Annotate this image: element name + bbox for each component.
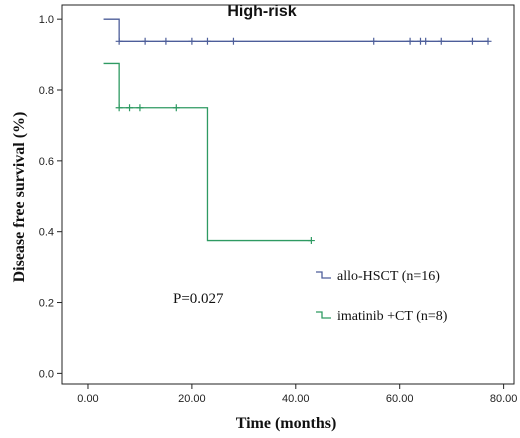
censor-mark <box>162 37 170 45</box>
y-tick-label: 1.0 <box>39 14 54 26</box>
censor-mark <box>126 104 134 112</box>
censor-mark <box>406 37 414 45</box>
x-tick-label: 40.00 <box>282 393 310 405</box>
x-tick-label: 60.00 <box>386 393 414 405</box>
x-tick-label: 80.00 <box>490 393 518 405</box>
censor-mark <box>115 104 123 112</box>
series-1-line <box>103 18 489 42</box>
censor-mark <box>468 37 476 45</box>
censor-mark <box>484 37 492 45</box>
y-tick-label: 0.2 <box>39 298 54 310</box>
x-axis-label: Time (months) <box>236 415 337 432</box>
censor-mark <box>203 37 211 45</box>
censor-mark <box>422 37 430 45</box>
legend-label: imatinib +CT (n=8) <box>337 309 448 324</box>
y-tick-label: 0.6 <box>39 156 54 168</box>
y-tick-label: 0.0 <box>39 368 54 380</box>
chart-title: High-risk <box>227 3 296 20</box>
censor-mark <box>307 237 315 245</box>
survival-curves <box>103 18 492 245</box>
y-tick-label: 0.4 <box>39 227 54 239</box>
legend-label: allo-HSCT (n=16) <box>337 269 440 284</box>
legend-swatch <box>316 271 331 279</box>
censor-mark <box>437 37 445 45</box>
y-tick-label: 0.8 <box>39 85 54 97</box>
plot-frame <box>61 4 515 385</box>
censor-mark <box>136 104 144 112</box>
censor-mark <box>188 37 196 45</box>
legend-swatch <box>316 311 331 319</box>
censor-mark <box>115 37 123 45</box>
censor-mark <box>141 37 149 45</box>
legend: allo-HSCT (n=16) imatinib +CT (n=8) <box>316 269 448 324</box>
x-tick-label: 0.00 <box>77 393 98 405</box>
series-2-line <box>103 62 312 242</box>
axis-ticks: 0.00 20.00 40.00 60.00 80.00 0.0 0.2 0.4 0.6 0.8 1… <box>39 14 518 405</box>
censor-mark <box>370 37 378 45</box>
y-axis-label: Disease free survival (%) <box>11 112 28 283</box>
p-value-annotation: P=0.027 <box>173 291 224 307</box>
censor-mark <box>229 37 237 45</box>
censor-mark <box>172 104 180 112</box>
x-tick-label: 20.00 <box>178 393 206 405</box>
